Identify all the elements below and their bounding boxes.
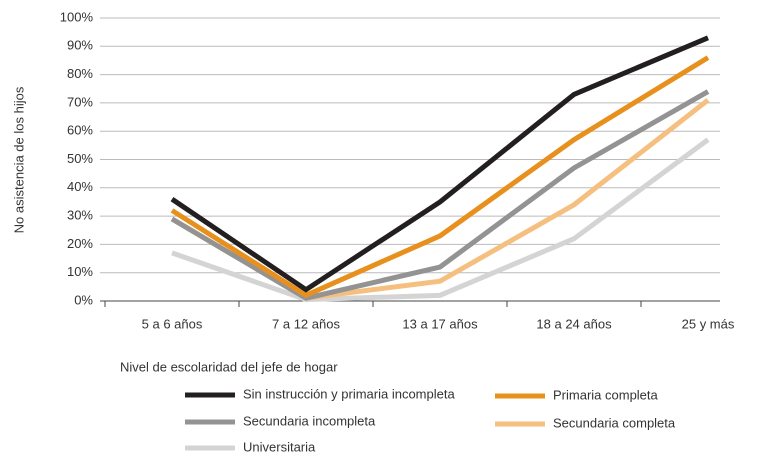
legend-label: Primaria completa: [553, 387, 659, 402]
series-line: [170, 89, 710, 301]
series-line: [170, 35, 709, 293]
y-tick-label: 0%: [74, 292, 93, 307]
x-tick-label: 18 a 24 años: [536, 316, 612, 331]
legend-label: Universitaria: [243, 439, 316, 454]
legend-label: Secundaria incompleta: [243, 413, 376, 428]
y-tick-label: 40%: [67, 179, 93, 194]
x-tick-label: 7 a 12 años: [272, 316, 340, 331]
y-tick-label: 20%: [67, 236, 93, 251]
y-tick-label: 60%: [67, 123, 93, 138]
y-tick-label: 80%: [67, 66, 93, 81]
legend-label: Sin instrucción y primaria incompleta: [243, 386, 455, 401]
x-tick-label: 5 a 6 años: [142, 316, 203, 331]
y-tick-label: 100%: [60, 9, 94, 24]
y-tick-label: 90%: [67, 38, 93, 53]
legend-title: Nivel de escolaridad del jefe de hogar: [120, 359, 338, 374]
x-tick-label: 13 a 17 años: [402, 316, 478, 331]
y-tick-label: 10%: [67, 264, 93, 279]
series-line: [170, 55, 710, 299]
y-axis-title: No asistencia de los hijos: [11, 86, 26, 233]
legend-label: Secundaria completa: [553, 415, 676, 430]
y-tick-label: 30%: [67, 208, 93, 223]
y-tick-label: 70%: [67, 94, 93, 109]
x-tick-label: 25 y más: [682, 316, 735, 331]
y-tick-label: 50%: [67, 151, 93, 166]
series-line: [171, 137, 710, 303]
